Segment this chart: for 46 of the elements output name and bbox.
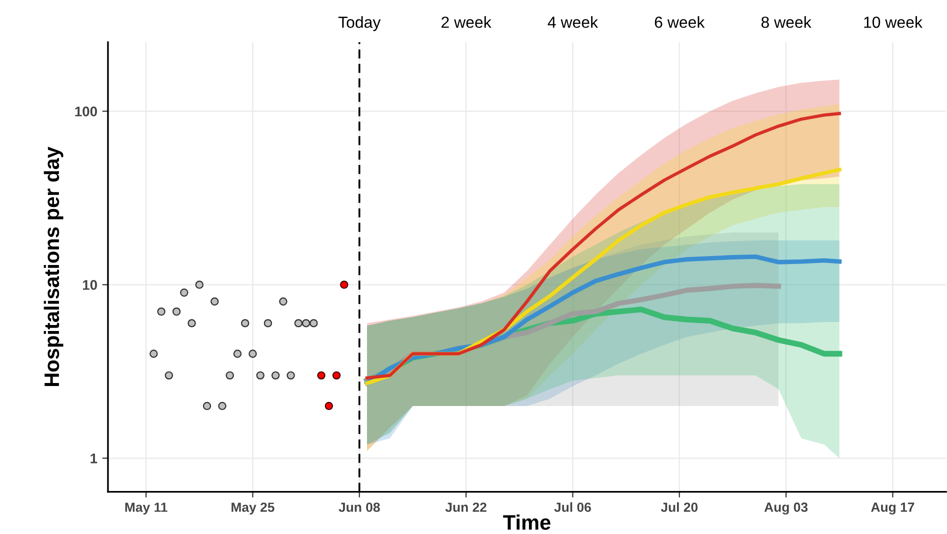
x-tick-label: Jun 22 xyxy=(445,502,486,512)
x2-tick-label: 6 week xyxy=(654,16,705,28)
point xyxy=(264,319,272,328)
line-series xyxy=(365,112,841,380)
point xyxy=(172,307,181,316)
y-tick-label: 1 xyxy=(90,454,98,464)
point xyxy=(302,319,310,328)
point xyxy=(256,371,264,380)
x2-tick-label: 2 week xyxy=(442,16,492,28)
point xyxy=(180,288,188,297)
x-tick-label: May 11 xyxy=(125,502,168,515)
point xyxy=(150,350,158,358)
x-tick-label: Aug 17 xyxy=(871,502,914,515)
point xyxy=(332,371,341,380)
point xyxy=(279,297,288,306)
point xyxy=(286,371,295,380)
point xyxy=(340,280,348,289)
x-tick-label: Aug 03 xyxy=(764,502,808,515)
point xyxy=(218,402,226,410)
point xyxy=(157,307,166,316)
point xyxy=(195,280,204,289)
x-axis-title: Time xyxy=(503,514,550,530)
y-tick-label: 100 xyxy=(75,106,97,116)
x2-tick-label: Today xyxy=(338,16,381,32)
x2-tick-label: 4 week xyxy=(548,16,598,28)
point xyxy=(317,371,326,380)
x-tick-label: Jul 20 xyxy=(660,502,698,512)
point xyxy=(310,319,318,328)
point xyxy=(226,371,234,380)
point xyxy=(210,297,219,306)
point xyxy=(188,319,196,328)
point xyxy=(248,350,257,358)
point xyxy=(324,402,334,410)
point xyxy=(294,319,303,328)
x2-tick-label: 8 week xyxy=(761,16,812,28)
x-tick-label: May 25 xyxy=(232,502,274,515)
point xyxy=(202,402,212,410)
point xyxy=(241,319,250,328)
y-axis-title: Hospitalisations per day xyxy=(44,146,64,386)
x2-tick-label: 10 week xyxy=(864,16,922,28)
y-tick-label: 10 xyxy=(82,280,97,290)
point xyxy=(164,371,174,380)
point xyxy=(233,350,242,358)
x-tick-label: Jul 06 xyxy=(554,502,591,512)
x-tick-label: Jun 08 xyxy=(338,502,380,512)
point xyxy=(271,371,280,380)
